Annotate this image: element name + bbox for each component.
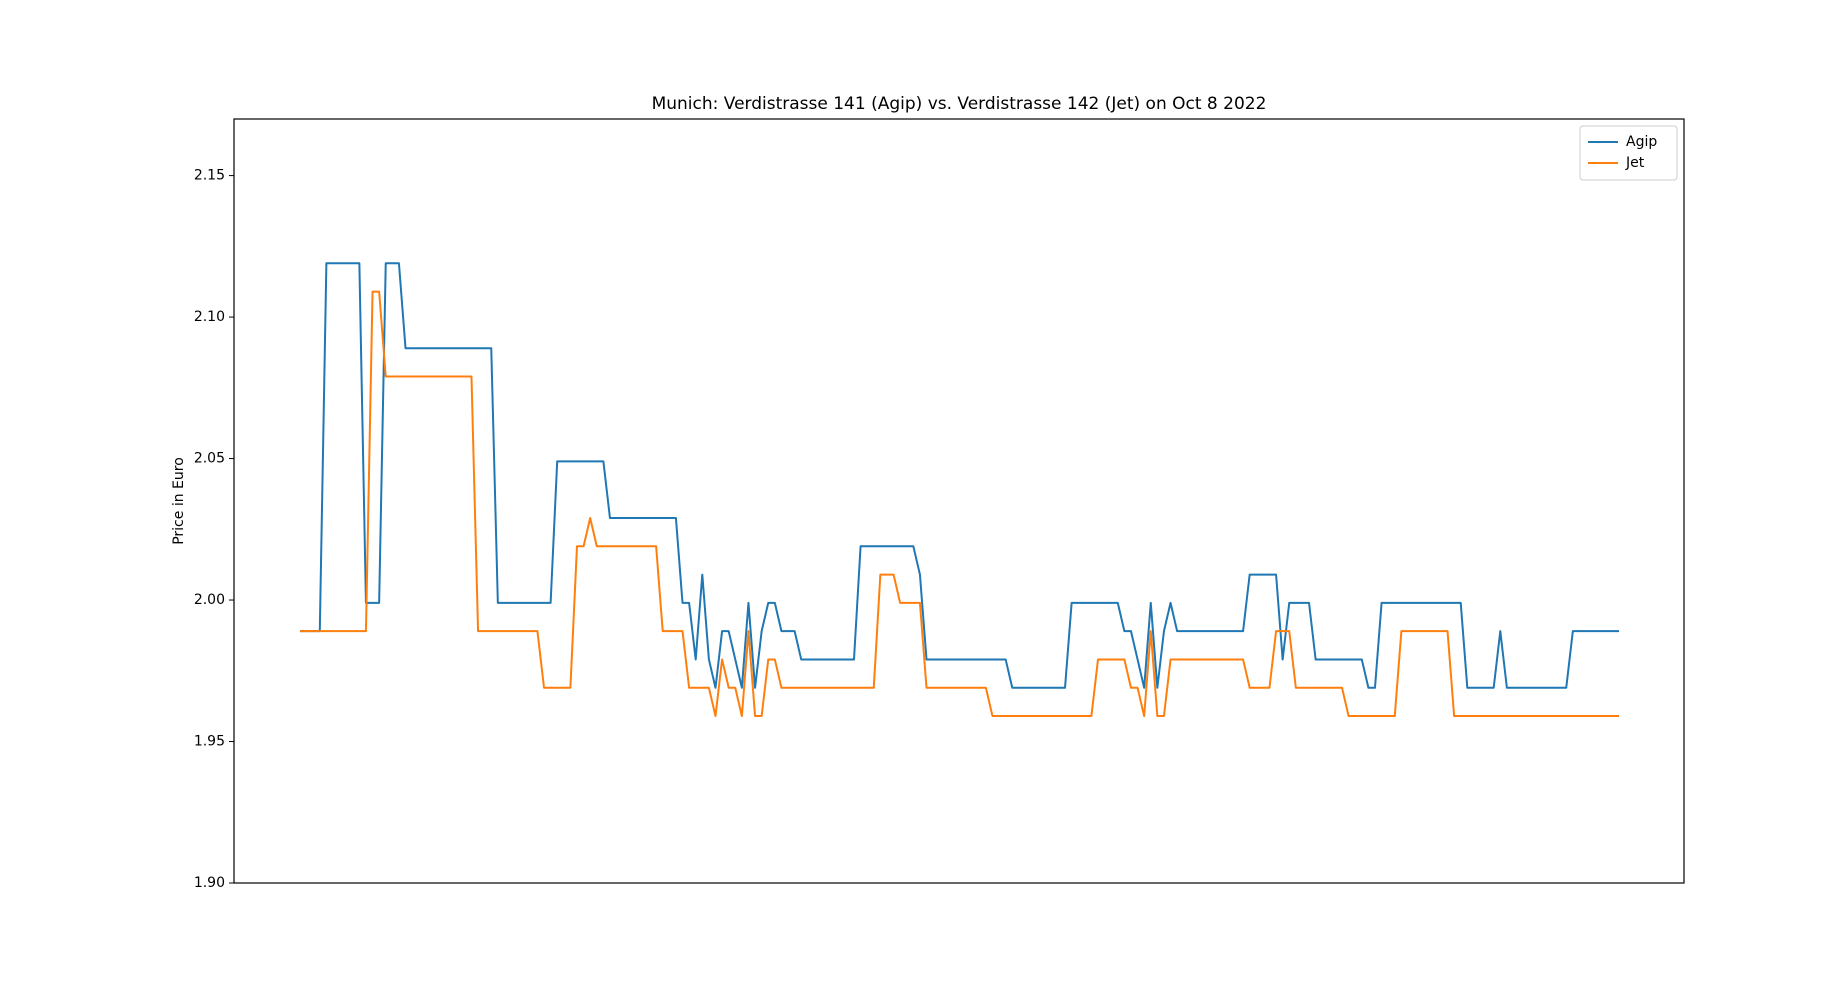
y-tick-label: 1.90 bbox=[194, 875, 225, 891]
legend-label: Agip bbox=[1626, 134, 1657, 150]
legend-label: Jet bbox=[1625, 155, 1645, 171]
y-tick-label: 1.95 bbox=[194, 734, 225, 750]
plot-frame bbox=[233, 118, 1685, 884]
y-tick-label: 2.00 bbox=[194, 592, 225, 608]
y-tick-label: 2.15 bbox=[194, 168, 225, 184]
line-series bbox=[300, 290, 1619, 718]
chart-title: Munich: Verdistrasse 141 (Agip) vs. Verd… bbox=[652, 94, 1267, 114]
y-tick-label: 2.05 bbox=[194, 451, 225, 467]
y-axis-label: Price in Euro bbox=[171, 457, 187, 545]
y-tick-label: 2.10 bbox=[194, 309, 225, 325]
legend-box bbox=[1579, 125, 1678, 181]
line-series bbox=[300, 262, 1619, 689]
